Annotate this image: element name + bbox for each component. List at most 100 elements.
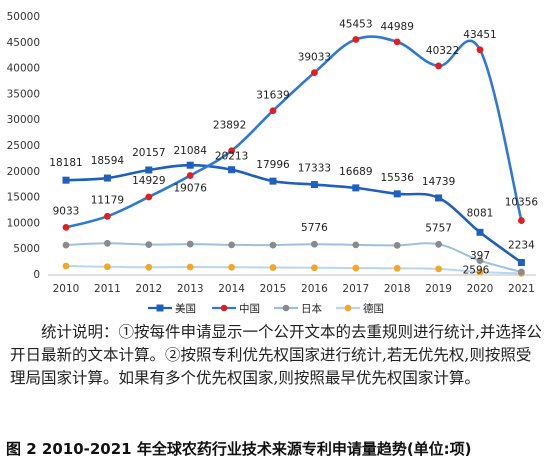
data-point-marker bbox=[228, 166, 236, 174]
data-point-marker bbox=[269, 264, 277, 271]
data-point-marker bbox=[352, 184, 360, 192]
y-tick-label: 15000 bbox=[7, 192, 40, 204]
y-tick-label: 0 bbox=[33, 269, 40, 281]
y-tick-label: 45000 bbox=[7, 37, 40, 49]
data-label: 5776 bbox=[301, 222, 328, 234]
data-point-marker bbox=[103, 174, 111, 182]
x-tick-label: 2013 bbox=[177, 283, 204, 295]
data-point-marker bbox=[269, 107, 277, 115]
legend-label: 中国 bbox=[239, 302, 260, 315]
data-point-marker bbox=[393, 241, 401, 249]
data-label: 39033 bbox=[298, 52, 331, 64]
data-label: 20157 bbox=[132, 147, 165, 159]
data-point-marker bbox=[435, 265, 442, 273]
data-label: 15536 bbox=[380, 172, 414, 184]
data-point-marker bbox=[310, 181, 318, 189]
data-point-marker bbox=[104, 263, 111, 271]
data-label: 20213 bbox=[215, 151, 248, 163]
data-label: 18594 bbox=[91, 155, 125, 167]
y-tick-label: 20000 bbox=[7, 166, 40, 178]
data-label: 21084 bbox=[173, 145, 207, 157]
x-tick-label: 2010 bbox=[53, 283, 80, 295]
legend-label: 美国 bbox=[175, 302, 196, 315]
legend-marker bbox=[156, 304, 164, 312]
data-label: 45453 bbox=[339, 18, 372, 30]
data-point-marker bbox=[518, 217, 525, 224]
x-tick-label: 2021 bbox=[508, 283, 535, 295]
data-point-marker bbox=[145, 166, 153, 174]
x-tick-label: 2015 bbox=[260, 283, 287, 295]
data-point-marker bbox=[311, 69, 318, 76]
data-point-marker bbox=[145, 193, 153, 201]
y-tick-label: 35000 bbox=[7, 88, 40, 100]
y-tick-label: 40000 bbox=[7, 63, 40, 75]
figure-caption: 图 2 2010-2021 年全球农药行业技术来源专利申请量趋势(单位:项) bbox=[6, 440, 472, 458]
data-point-marker bbox=[393, 190, 401, 198]
data-point-marker bbox=[62, 223, 70, 231]
series-line-1 bbox=[65, 163, 523, 264]
data-label: 31639 bbox=[256, 90, 289, 102]
data-point-marker bbox=[228, 263, 236, 271]
data-label: 397 bbox=[470, 250, 490, 262]
data-label: 5757 bbox=[425, 222, 452, 234]
x-tick-label: 2019 bbox=[425, 283, 452, 295]
data-point-marker bbox=[186, 161, 194, 169]
data-point-marker bbox=[104, 239, 111, 247]
data-point-marker bbox=[269, 177, 277, 185]
legend-label: 德国 bbox=[363, 302, 384, 315]
data-point-marker bbox=[228, 241, 236, 249]
data-label: 10356 bbox=[505, 197, 539, 209]
data-point-marker bbox=[393, 264, 401, 272]
data-label: 8081 bbox=[467, 207, 494, 219]
data-point-marker bbox=[145, 241, 153, 248]
data-point-marker bbox=[62, 176, 70, 184]
data-point-marker bbox=[476, 268, 484, 276]
data-label: 17996 bbox=[256, 159, 290, 171]
legend-marker bbox=[282, 304, 290, 312]
y-tick-label: 5000 bbox=[13, 243, 40, 255]
data-point-marker bbox=[476, 257, 484, 265]
y-tick-label: 50000 bbox=[7, 11, 40, 23]
legend: 美国 中国 日本 德国 bbox=[148, 302, 384, 315]
data-point-marker bbox=[518, 268, 525, 276]
data-point-marker bbox=[104, 212, 111, 220]
data-point-marker bbox=[517, 258, 525, 266]
data-point-marker bbox=[476, 46, 484, 54]
legend-label: 日本 bbox=[301, 302, 322, 315]
axes: 0 5000 10000 15000 20000 25000 30000 35000 40000… bbox=[7, 11, 536, 295]
data-point-marker bbox=[62, 241, 70, 249]
data-label: 19076 bbox=[173, 183, 207, 195]
y-tick-label: 10000 bbox=[7, 217, 40, 229]
x-tick-label: 2020 bbox=[467, 283, 494, 295]
chart: 0 5000 10000 15000 20000 25000 30000 35000 40000… bbox=[7, 11, 539, 315]
data-point-marker bbox=[352, 264, 360, 272]
data-point-marker bbox=[352, 36, 360, 43]
y-tick-label: 25000 bbox=[7, 140, 40, 152]
data-point-marker bbox=[228, 147, 236, 155]
x-tick-label: 2012 bbox=[135, 283, 162, 295]
data-label: 44989 bbox=[380, 21, 413, 33]
data-point-marker bbox=[435, 194, 443, 202]
data-point-marker bbox=[476, 228, 484, 236]
data-label: 18181 bbox=[49, 157, 82, 169]
data-label: 14929 bbox=[132, 175, 165, 187]
legend-marker bbox=[344, 304, 352, 312]
data-label: 43451 bbox=[463, 29, 496, 41]
legend-marker bbox=[220, 304, 228, 312]
x-tick-label: 2016 bbox=[301, 283, 328, 295]
series-line-3 bbox=[65, 242, 522, 274]
data-label: 11179 bbox=[91, 194, 124, 206]
series-lines bbox=[62, 35, 525, 277]
data-point-marker bbox=[186, 240, 194, 248]
data-point-marker bbox=[435, 62, 442, 70]
data-point-marker bbox=[393, 38, 401, 46]
y-tick-label: 30000 bbox=[7, 114, 40, 126]
data-point-marker bbox=[311, 264, 318, 272]
data-point-marker bbox=[435, 240, 442, 248]
data-point-marker bbox=[311, 240, 318, 248]
data-label: 2596 bbox=[463, 265, 490, 277]
data-label: 23892 bbox=[213, 120, 246, 132]
data-point-marker bbox=[186, 263, 194, 271]
data-label: 14739 bbox=[422, 176, 455, 188]
statistics-note: 统计说明：①按每件申请显示一个公开文本的去重规则进行统计,并选择公开日最新的文本… bbox=[10, 323, 542, 387]
